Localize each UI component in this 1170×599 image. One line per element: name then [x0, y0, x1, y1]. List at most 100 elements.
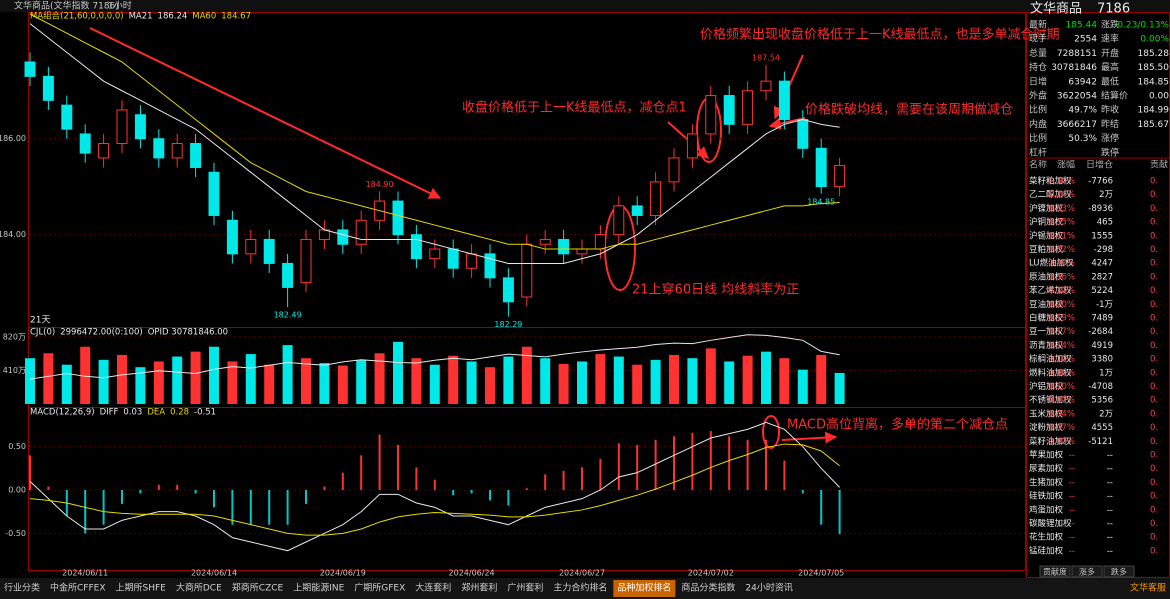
rank-cell: -4708	[1088, 382, 1113, 392]
bottom-tab[interactable]: 上期能源INE	[293, 582, 344, 594]
panel-tab-label[interactable]: 跌多	[1111, 567, 1127, 577]
bottom-tab[interactable]: 大连套利	[415, 582, 451, 594]
rank-cell[interactable]: 生猪加权	[1029, 477, 1064, 488]
rank-cell: 1万	[1099, 368, 1113, 378]
candle-body	[686, 133, 698, 159]
legend-text: 186.24	[158, 12, 188, 22]
legend-text: OPID 30781846.00	[148, 328, 228, 338]
bottom-tab[interactable]: 主力合约排名	[553, 582, 607, 594]
panel-tab-label[interactable]: 涨多	[1079, 567, 1095, 577]
rank-cell[interactable]: 沥青加权	[1029, 340, 1064, 351]
candle-body	[778, 80, 790, 121]
volume-bar	[172, 356, 183, 404]
rank-cell: 0.41%	[1048, 231, 1075, 241]
annotation: MACD高位背离，多单的第二个减仓点	[787, 417, 1008, 433]
rank-cell: --	[1107, 519, 1113, 529]
rank-cell[interactable]: 花生加权	[1029, 532, 1064, 543]
bottom-tab[interactable]: 行业分类	[4, 582, 40, 594]
rank-cell[interactable]: 苹果加权	[1029, 450, 1064, 461]
bottom-tab[interactable]: 广州套利	[507, 582, 543, 594]
rank-cell[interactable]: 豆一加权	[1029, 326, 1064, 337]
bottom-tab[interactable]: 郑商所CZCE	[232, 582, 284, 594]
rank-cell[interactable]: 沪铜加权	[1029, 217, 1064, 228]
rank-cell[interactable]: 沪镍加权	[1029, 203, 1064, 214]
rank-cell: --	[1069, 546, 1075, 556]
quote-label: 结算价	[1101, 90, 1128, 102]
rank-cell[interactable]: 锰硅加权	[1029, 545, 1064, 556]
candle-body	[190, 143, 202, 168]
rank-cell: --	[1069, 451, 1075, 461]
rank-cell[interactable]: 玉米加权	[1029, 408, 1064, 419]
quote-label: 涨跌	[1101, 20, 1119, 31]
quote-label: 杠杆	[1029, 146, 1047, 158]
rank-cell[interactable]: 碳酸锂加权	[1029, 518, 1072, 529]
period[interactable]: 1小时	[108, 0, 132, 12]
candle-body	[742, 90, 754, 125]
rank-cell: 2万	[1099, 409, 1113, 419]
bottom-tab[interactable]: 品种加权排名	[617, 582, 671, 594]
rank-cell[interactable]: 苯乙烯加权	[1029, 285, 1072, 296]
rank-cell[interactable]: 白糖加权	[1029, 313, 1064, 324]
bottom-tab[interactable]: 郑州套利	[461, 582, 497, 594]
volume-bar	[43, 353, 54, 404]
frames	[28, 12, 1170, 578]
rank-cell[interactable]: LU燃油加权	[1029, 258, 1074, 269]
legend-text: 184.67	[221, 12, 251, 22]
quote-label: 昨收	[1101, 104, 1119, 116]
panel-tab[interactable]	[1071, 565, 1103, 578]
service[interactable]: 文华客服	[1130, 582, 1166, 594]
bottom-tab[interactable]: 商品分类指数	[681, 582, 735, 594]
rank-cell[interactable]: 菜籽油加权	[1029, 436, 1072, 447]
rank-cell: 0.04%	[1048, 409, 1075, 419]
rank-cell: 5356	[1091, 396, 1113, 406]
bottom-bar	[0, 578, 1170, 599]
rank-cell[interactable]: 豆油加权	[1029, 299, 1064, 310]
bottom-tab[interactable]: 大商所DCE	[176, 582, 222, 594]
rank-cell[interactable]: 豆粕加权	[1029, 244, 1064, 255]
rank-cell[interactable]: 硅铁加权	[1029, 491, 1064, 502]
rank-cell: 5224	[1091, 286, 1113, 296]
rank-cell: -8936	[1088, 204, 1113, 214]
quote-value: 2554	[1074, 35, 1097, 45]
volume-bar	[80, 346, 91, 404]
rank-cell[interactable]: 原油加权	[1029, 271, 1064, 282]
panel-tab[interactable]	[1039, 565, 1071, 578]
rank-cell: 0.07%	[1048, 423, 1075, 433]
volume-bar	[595, 354, 606, 404]
volume-bar	[816, 354, 827, 404]
candle-body	[631, 205, 643, 216]
quote-value: 50.3%	[1068, 134, 1097, 144]
rank-cell[interactable]: 沪铝加权	[1029, 381, 1064, 392]
rank-cell[interactable]: 棕榈油加权	[1029, 354, 1072, 365]
rank-cell[interactable]: 淀粉加权	[1029, 422, 1064, 433]
x-tick-label: 2024/06/24	[449, 569, 495, 578]
bottom-tab[interactable]: 上期所SHFE	[116, 583, 167, 594]
rank-cell[interactable]: 沪锡加权	[1029, 230, 1064, 241]
rank-cell: 0.31%	[1048, 286, 1075, 296]
candle-body	[760, 80, 772, 92]
panel-tab[interactable]	[1103, 565, 1135, 578]
volume-bar	[190, 351, 201, 404]
panel-tab-label[interactable]: 贡献度	[1043, 567, 1067, 577]
bottom-tab[interactable]: 中金所CFFEX	[50, 582, 106, 594]
candle-body	[410, 234, 422, 260]
quote-label: 涨停	[1101, 132, 1119, 144]
rank-cell[interactable]: 鸡蛋加权	[1029, 504, 1064, 515]
rank-cell: 0.	[1150, 272, 1158, 282]
quote-label: 最高	[1101, 61, 1119, 73]
rank-cell: 0.	[1150, 314, 1158, 324]
rank-cell[interactable]: 尿素加权	[1029, 463, 1064, 474]
rank-cell[interactable]: 菜籽粕加权	[1029, 176, 1072, 187]
bottom-tab[interactable]: 24小时资讯	[745, 582, 792, 594]
rank-cell[interactable]: 燃料油加权	[1029, 367, 1072, 378]
rank-cell[interactable]: 不锈钢加权	[1029, 395, 1072, 406]
rank-cell: --	[1107, 478, 1113, 488]
volume-bar	[117, 354, 127, 404]
rank-cell: 0.	[1150, 505, 1158, 515]
bottom-tab[interactable]: 广期所GFEX	[354, 582, 405, 594]
rank-cell[interactable]: 乙二醇加权	[1029, 189, 1072, 200]
bottom-tab-active[interactable]	[613, 580, 676, 597]
legend-text: DIFF	[100, 408, 119, 418]
quote-label: 总量	[1029, 47, 1047, 59]
